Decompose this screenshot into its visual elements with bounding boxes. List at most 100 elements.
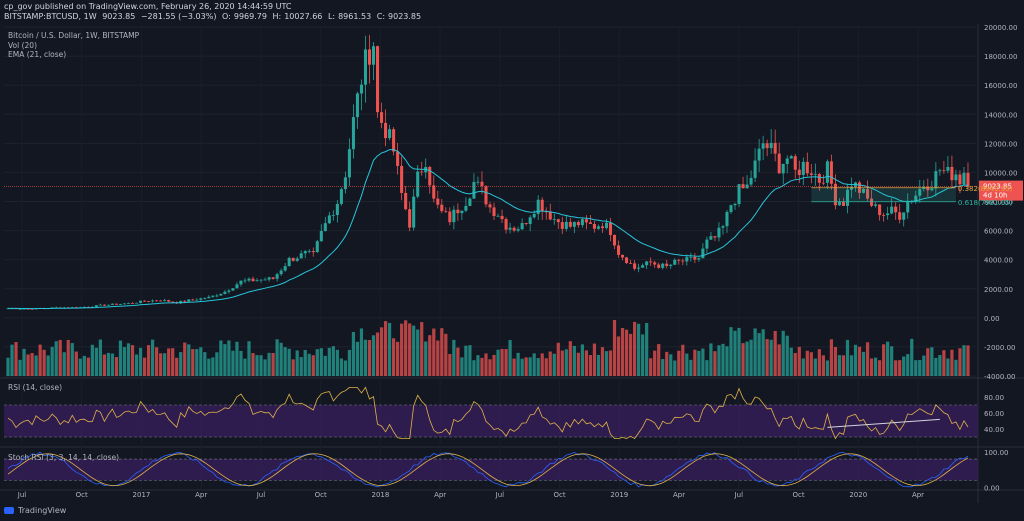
volume-bar: [729, 327, 733, 376]
fib-level-label: 0.618(7981.65): [958, 199, 1013, 207]
volume-bar: [22, 348, 26, 376]
volume-bar: [448, 354, 452, 376]
candle-body: [568, 221, 572, 227]
volume-bar: [267, 352, 271, 376]
ema-line: [8, 149, 969, 310]
candle-body: [408, 209, 412, 228]
volume-bar: [950, 349, 954, 376]
volume-bar: [930, 347, 934, 376]
time-tick-label: 2017: [133, 491, 151, 499]
candle-body: [809, 173, 813, 175]
candle-body: [942, 170, 946, 172]
candle-body: [167, 300, 171, 302]
volume-bar: [524, 357, 528, 376]
volume-bar: [484, 353, 488, 376]
tradingview-brand[interactable]: TradingView: [4, 506, 66, 515]
candle-body: [548, 211, 552, 220]
volume-bar: [383, 321, 388, 376]
close-label: C:: [376, 12, 386, 21]
volume-bar: [608, 350, 613, 376]
stoch-rsi-label: Stoch RSI (3, 3, 14, 14, close): [8, 453, 119, 462]
candle-body: [143, 300, 147, 302]
volume-bar: [351, 331, 356, 376]
candle-body: [833, 183, 837, 206]
low-value: 8961.53: [338, 12, 372, 21]
volume-bar: [962, 345, 966, 376]
volume-bar: [616, 336, 621, 376]
volume-bar: [303, 350, 307, 376]
current-price-value: 9023.85: [983, 183, 1012, 191]
volume-bar: [516, 352, 520, 376]
volume-bar: [560, 350, 564, 376]
volume-bar: [367, 339, 372, 376]
price-tick-label: 4000.00: [984, 257, 1013, 265]
stoch-d-line: [7, 453, 969, 487]
volume-bar: [187, 344, 191, 376]
price-tick-label: 8000.00: [984, 199, 1013, 207]
price-tick-label: 2000.00: [984, 286, 1013, 294]
volume-bar: [857, 346, 862, 376]
volume-bar: [749, 339, 753, 376]
time-tick-label: Jul: [495, 491, 505, 499]
candle-body: [761, 143, 765, 149]
volume-bar: [833, 346, 838, 376]
candle-body: [821, 182, 825, 184]
volume-bar: [576, 352, 580, 376]
volume-bar: [175, 357, 179, 376]
candle-body: [540, 199, 544, 212]
candle-body: [841, 201, 845, 206]
candle-body: [657, 264, 661, 268]
rsi-tick-label: 60.00: [984, 410, 1004, 418]
candle-body: [468, 198, 472, 206]
time-tick-label: 2019: [610, 491, 628, 499]
candle-body: [460, 210, 464, 214]
candle-body: [476, 181, 480, 183]
candle-body: [649, 261, 653, 263]
candle-body: [552, 219, 556, 221]
volume-bar: [488, 359, 492, 376]
candle-body: [114, 303, 118, 305]
candle-body: [203, 298, 207, 300]
volume-bar: [873, 357, 878, 376]
candle-body: [560, 222, 564, 229]
volume-bar: [926, 348, 930, 376]
candle-body: [817, 174, 821, 183]
candle-body: [291, 257, 295, 261]
volume-bar: [102, 354, 107, 376]
volume-bar: [604, 351, 609, 376]
candle-body: [508, 227, 512, 230]
candle-body: [315, 241, 319, 253]
candle-body: [737, 184, 741, 204]
time-tick-label: Oct: [315, 491, 327, 499]
volume-bar: [886, 341, 890, 376]
candle-body: [617, 245, 621, 255]
open-value: 9969.79: [233, 12, 267, 21]
volume-bar: [110, 353, 115, 376]
volume-bar: [34, 355, 38, 376]
price-tick-label: 12000.00: [984, 140, 1017, 148]
candle-body: [753, 160, 757, 178]
candle-body: [347, 149, 351, 178]
volume-bar: [685, 353, 689, 376]
volume-bar: [600, 347, 605, 376]
candle-body: [789, 156, 793, 159]
volume-bar: [379, 327, 384, 376]
volume-bar: [793, 353, 797, 376]
rsi-tick-label: 40.00: [984, 426, 1004, 434]
candle-body: [564, 221, 568, 229]
volume-bar: [564, 349, 568, 376]
volume-bar: [327, 347, 331, 376]
candle-body: [211, 295, 215, 297]
volume-bar: [938, 354, 942, 376]
candle-body: [428, 167, 432, 186]
candle-body: [520, 223, 524, 230]
volume-bar: [532, 353, 536, 376]
candle-body: [765, 143, 769, 149]
volume-bar: [946, 358, 950, 376]
price-tick-label: 0.00: [984, 315, 1000, 323]
volume-bar: [556, 342, 560, 376]
candle-body: [596, 226, 600, 229]
volume-bar: [620, 328, 625, 376]
volume-bar: [335, 349, 339, 376]
